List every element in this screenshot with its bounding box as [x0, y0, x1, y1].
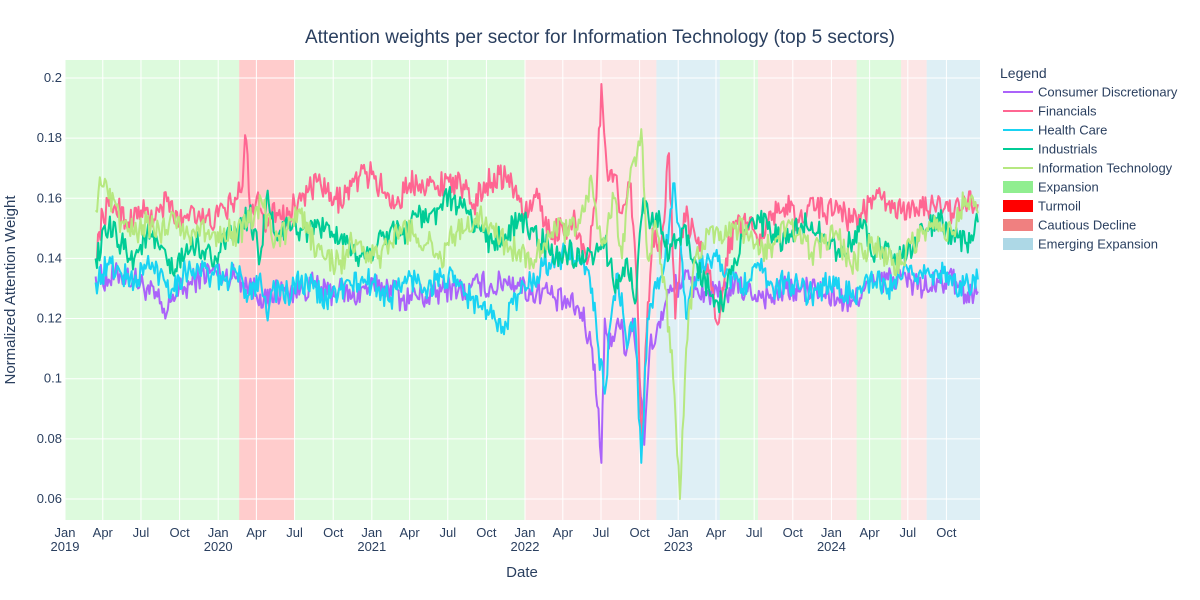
series-line-information-technology[interactable]	[94, 128, 979, 500]
regime-band-expansion-1	[65, 60, 240, 520]
x-tick-label: Oct	[476, 525, 497, 540]
legend-swatch	[1003, 238, 1033, 250]
y-axis-title: Normalized Attention Weight	[2, 195, 19, 385]
y-tick-label: 0.08	[37, 431, 62, 446]
legend-label: Cautious Decline	[1038, 218, 1136, 233]
x-axis-title: Date	[506, 564, 538, 581]
x-tick-year-label: 2023	[664, 539, 693, 554]
legend-label: Expansion	[1038, 180, 1099, 195]
x-tick-year-label: 2019	[51, 539, 80, 554]
legend-title: Legend	[1000, 65, 1047, 81]
x-tick-label: Oct	[323, 525, 344, 540]
legend-item-cautious-decline[interactable]: Cautious Decline	[1003, 218, 1136, 233]
x-tick-label: Apr	[553, 525, 574, 540]
y-axis-ticks: 0.06 0.08 0.1 0.12 0.14 0.16 0.18 0.2	[37, 70, 62, 506]
x-tick-label: Oct	[783, 525, 804, 540]
legend-label: Turmoil	[1038, 199, 1081, 214]
x-tick-label: Jan	[821, 525, 842, 540]
y-tick-label: 0.2	[44, 70, 62, 85]
y-tick-label: 0.06	[37, 491, 62, 506]
legend-label: Health Care	[1038, 123, 1107, 138]
x-tick-label: Jan	[361, 525, 382, 540]
legend-label: Information Technology	[1038, 161, 1173, 176]
x-tick-label: Oct	[936, 525, 957, 540]
legend-label: Industrials	[1038, 142, 1098, 157]
series-line-financials[interactable]	[94, 83, 979, 440]
legend-item-turmoil[interactable]: Turmoil	[1003, 199, 1081, 214]
x-tick-label: Jul	[133, 525, 150, 540]
legend-label: Consumer Discretionary	[1038, 85, 1178, 100]
legend-label: Emerging Expansion	[1038, 237, 1158, 252]
y-tick-label: 0.1	[44, 371, 62, 386]
x-tick-label: Jul	[286, 525, 303, 540]
legend-item-industrials[interactable]: Industrials	[1003, 142, 1098, 157]
y-tick-label: 0.14	[37, 250, 62, 265]
x-tick-label: Oct	[629, 525, 650, 540]
series-line-health-care[interactable]	[94, 182, 979, 464]
x-tick-label: Apr	[859, 525, 880, 540]
x-tick-label: Jan	[515, 525, 536, 540]
legend-item-consumer-discretionary[interactable]: Consumer Discretionary	[1003, 85, 1178, 100]
legend-swatch	[1003, 200, 1033, 212]
series-lines	[94, 83, 979, 500]
x-tick-label: Jan	[55, 525, 76, 540]
chart-title: Attention weights per sector for Informa…	[305, 27, 895, 48]
x-tick-label: Jan	[208, 525, 229, 540]
legend-item-information-technology[interactable]: Information Technology	[1003, 161, 1173, 176]
x-tick-label: Apr	[399, 525, 420, 540]
y-tick-label: 0.12	[37, 311, 62, 326]
x-tick-label: Jul	[593, 525, 610, 540]
x-tick-label: Oct	[169, 525, 190, 540]
legend-item-financials[interactable]: Financials	[1003, 104, 1097, 119]
legend-item-health-care[interactable]: Health Care	[1003, 123, 1107, 138]
x-tick-label: Jul	[746, 525, 763, 540]
x-tick-label: Apr	[246, 525, 267, 540]
legend-item-expansion[interactable]: Expansion	[1003, 180, 1099, 195]
y-tick-label: 0.18	[37, 130, 62, 145]
x-tick-label: Jul	[439, 525, 456, 540]
legend-swatch	[1003, 181, 1033, 193]
x-tick-year-label: 2020	[204, 539, 233, 554]
x-tick-year-label: 2021	[357, 539, 386, 554]
x-tick-year-label: 2024	[817, 539, 846, 554]
x-tick-label: Apr	[93, 525, 114, 540]
legend[interactable]: Legend Consumer Discretionary Financials H…	[1000, 65, 1178, 252]
x-tick-label: Jul	[899, 525, 916, 540]
legend-swatch	[1003, 219, 1033, 231]
legend-item-emerging-expansion[interactable]: Emerging Expansion	[1003, 237, 1158, 252]
x-tick-label: Jan	[668, 525, 689, 540]
y-tick-label: 0.16	[37, 190, 62, 205]
legend-label: Financials	[1038, 104, 1097, 119]
x-tick-label: Apr	[706, 525, 727, 540]
x-tick-year-label: 2022	[511, 539, 540, 554]
